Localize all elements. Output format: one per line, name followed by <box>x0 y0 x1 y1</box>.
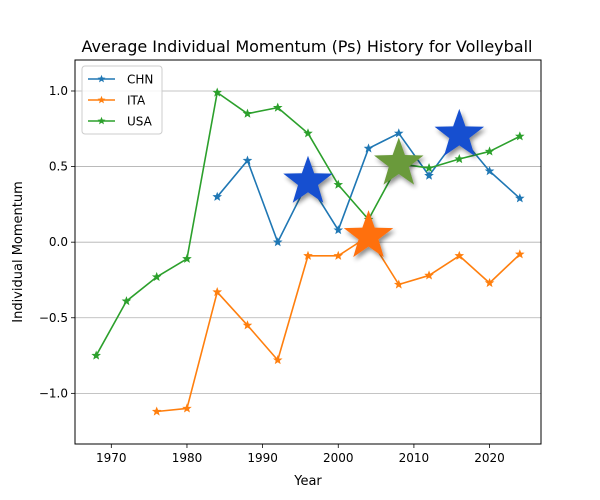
data-point-chn <box>393 128 404 138</box>
data-point-usa <box>515 131 525 141</box>
data-point-chn <box>333 225 344 235</box>
data-point-usa <box>424 163 434 173</box>
y-tick-label: 1.0 <box>49 84 68 98</box>
x-axis-ticks: 1970 1980 1990 2000 2010 2020 <box>96 444 505 465</box>
data-point-chn <box>242 155 253 165</box>
legend-box <box>81 65 163 135</box>
series-ita <box>151 231 525 416</box>
plot-area-frame <box>74 59 542 445</box>
highlight-stars <box>283 108 485 258</box>
legend: CHN ITA USA <box>81 65 163 135</box>
data-point-usa <box>182 253 192 263</box>
x-tick-label: 1970 <box>96 451 127 465</box>
data-point-ita <box>303 250 313 260</box>
x-tick-label: 2000 <box>323 451 354 465</box>
data-point-ita <box>454 250 465 260</box>
x-tick-label: 1980 <box>172 451 203 465</box>
y-tick-label: 0.0 <box>49 235 68 249</box>
data-point-usa <box>151 271 162 282</box>
data-point-ita <box>484 277 495 288</box>
data-point-ita <box>151 406 162 416</box>
data-point-usa <box>272 102 283 112</box>
data-point-usa <box>121 296 132 306</box>
x-tick-label: 2020 <box>474 451 505 465</box>
highlight-star <box>434 108 485 156</box>
y-tick-label: −1.0 <box>39 386 68 400</box>
data-point-usa <box>242 108 253 118</box>
y-axis-ticks: −1.0 −0.5 0.0 0.5 1.0 <box>39 84 75 400</box>
data-point-usa <box>212 87 223 97</box>
data-point-usa <box>454 153 465 164</box>
data-point-ita <box>333 250 344 260</box>
data-point-chn <box>515 193 525 203</box>
chart-title: Average Individual Momentum (Ps) History… <box>82 37 533 56</box>
y-tick-label: 0.5 <box>49 160 68 174</box>
highlight-star <box>343 210 394 258</box>
data-point-usa <box>333 179 344 189</box>
data-point-usa <box>484 146 495 156</box>
highlight-star <box>283 155 333 203</box>
data-point-chn <box>212 191 223 201</box>
legend-marker-ita <box>97 95 106 104</box>
data-point-chn <box>484 166 495 176</box>
legend-marker-usa <box>97 116 106 125</box>
series-usa <box>91 87 525 360</box>
data-point-usa <box>303 128 313 138</box>
y-axis-label: Individual Momentum <box>11 181 26 323</box>
data-point-ita <box>212 287 223 297</box>
data-point-chn <box>363 143 374 153</box>
legend-marker-chn <box>97 74 106 83</box>
x-tick-label: 2010 <box>399 451 430 465</box>
legend-label-chn: CHN <box>127 73 153 87</box>
y-tick-label: −0.5 <box>39 311 68 325</box>
data-point-ita <box>515 249 525 259</box>
data-point-usa <box>91 350 101 360</box>
legend-label-ita: ITA <box>127 94 146 108</box>
legend-label-usa: USA <box>127 115 153 129</box>
data-point-chn <box>424 170 434 180</box>
data-point-ita <box>182 403 192 413</box>
data-point-ita <box>272 355 283 365</box>
highlight-star <box>374 137 424 185</box>
data-point-chn <box>272 237 283 247</box>
data-point-ita <box>424 270 434 280</box>
x-tick-label: 1990 <box>247 451 278 465</box>
data-point-ita <box>393 279 404 289</box>
x-axis-label: Year <box>293 474 322 489</box>
data-point-ita <box>242 320 253 330</box>
